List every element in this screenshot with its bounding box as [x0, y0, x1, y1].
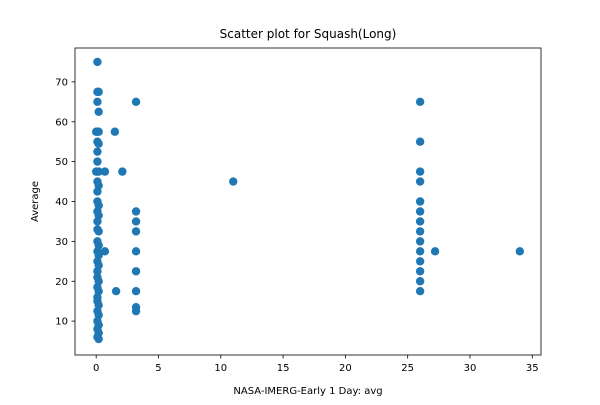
y-tick-label: 50	[55, 157, 68, 168]
x-axis-ticks: 0 5 10 15 20 25 30 35	[93, 355, 539, 374]
data-point	[93, 217, 102, 226]
y-tick-label: 30	[55, 237, 68, 248]
x-tick-label: 30	[464, 363, 477, 374]
x-tick-label: 15	[277, 363, 290, 374]
data-point	[415, 287, 425, 296]
data-point	[131, 287, 141, 296]
data-point	[131, 97, 141, 107]
data-point	[131, 306, 141, 316]
data-point	[93, 57, 102, 67]
x-tick-label: 25	[401, 363, 414, 374]
data-point	[131, 247, 141, 256]
data-point	[91, 127, 101, 136]
data-point	[111, 287, 121, 296]
data-point	[515, 247, 525, 256]
data-point	[94, 107, 103, 116]
data-point	[93, 147, 102, 156]
data-point	[100, 167, 110, 176]
data-point	[110, 127, 120, 136]
y-tick-label: 20	[55, 277, 68, 288]
y-axis-ticks: 10 20 30 40 50 60 70	[55, 77, 75, 328]
points-layer	[91, 57, 525, 344]
data-point	[415, 247, 425, 256]
data-point	[94, 139, 103, 148]
x-tick-label: 10	[214, 363, 227, 374]
data-point	[93, 97, 102, 107]
data-point	[94, 227, 103, 236]
data-point	[415, 97, 425, 107]
data-point	[415, 267, 425, 276]
y-tick-label: 10	[55, 317, 68, 328]
data-point	[415, 277, 425, 286]
x-axis-label: NASA-IMERG-Early 1 Day: avg	[233, 386, 382, 397]
chart-title: Scatter plot for Squash(Long)	[220, 27, 397, 41]
data-point	[131, 227, 141, 236]
data-point	[131, 217, 141, 226]
data-point	[100, 247, 110, 256]
data-point	[430, 247, 440, 256]
data-point	[94, 87, 103, 97]
data-point	[94, 334, 103, 344]
data-point	[415, 167, 425, 176]
y-tick-label: 40	[55, 197, 68, 208]
x-tick-label: 35	[526, 363, 539, 374]
data-point	[415, 227, 425, 236]
y-tick-label: 60	[55, 117, 68, 128]
y-tick-label: 70	[55, 77, 68, 88]
y-axis-label: Average	[30, 181, 41, 222]
data-point	[93, 157, 102, 166]
data-point	[93, 187, 102, 196]
data-point	[131, 207, 141, 216]
data-point	[415, 197, 425, 206]
data-point	[91, 167, 101, 176]
x-tick-label: 0	[93, 363, 99, 374]
data-point	[415, 207, 425, 216]
data-point	[229, 177, 238, 186]
data-point	[93, 267, 102, 276]
data-point	[131, 267, 141, 276]
x-tick-label: 5	[155, 363, 161, 374]
data-point	[415, 177, 425, 186]
data-point	[415, 137, 425, 146]
data-point	[415, 237, 425, 246]
x-tick-label: 20	[339, 363, 352, 374]
data-point	[415, 217, 425, 226]
data-point	[415, 257, 425, 266]
data-point	[118, 167, 127, 176]
